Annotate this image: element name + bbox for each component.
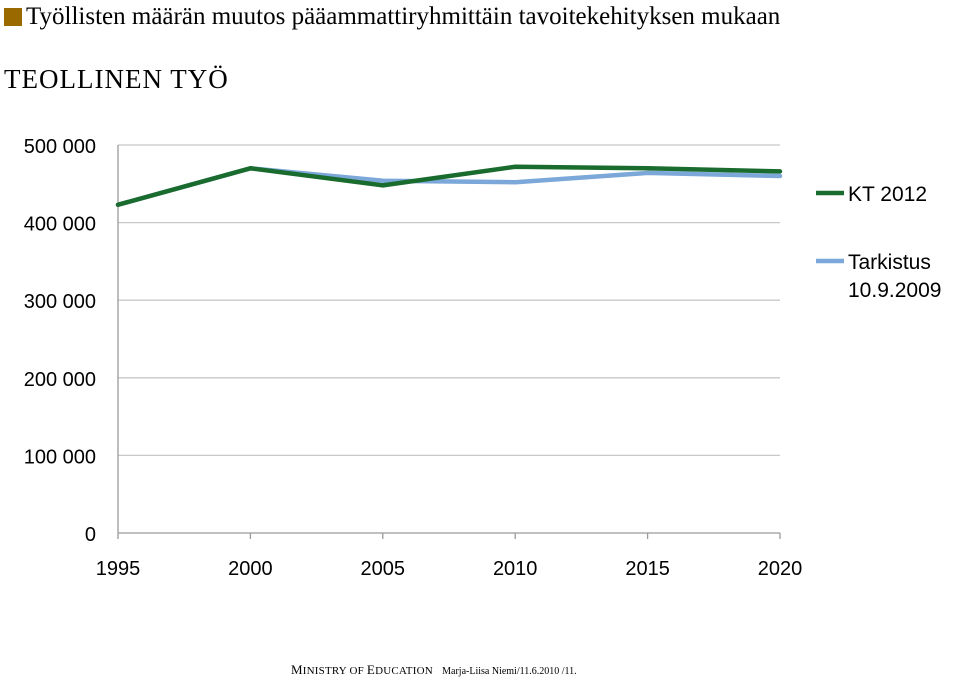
legend-label: KT 2012 bbox=[848, 183, 927, 206]
x-tick-label: 2010 bbox=[493, 558, 538, 580]
series-line-1 bbox=[115, 164, 783, 208]
y-tick-label: 100 000 bbox=[24, 446, 96, 468]
x-tick-label: 2020 bbox=[758, 558, 803, 580]
chart-legend: KT 2012 Tarkistus 10.9.2009 bbox=[816, 183, 941, 302]
page-subtitle: TEOLLINEN TYÖ bbox=[4, 64, 229, 94]
y-tick-label: 0 bbox=[85, 524, 96, 546]
series-line-2 bbox=[115, 166, 783, 208]
x-tick-label: 2005 bbox=[361, 558, 406, 580]
legend-label: 10.9.2009 bbox=[848, 279, 941, 302]
footer-author: Marja-Liisa Niemi/11.6.2010 /11. bbox=[442, 666, 577, 677]
chart-series bbox=[115, 164, 783, 208]
y-tick-label: 200 000 bbox=[24, 369, 96, 391]
footer: MINISTRY OF EDUCATION Marja-Liisa Niemi/… bbox=[291, 662, 577, 678]
footer-organization: MINISTRY OF EDUCATION bbox=[291, 662, 433, 677]
y-tick-label: 500 000 bbox=[24, 136, 96, 158]
legend-label: Tarkistus bbox=[848, 251, 931, 274]
x-axis-tick-labels: 1995 2000 2005 2010 2015 2020 bbox=[96, 558, 803, 580]
title-row: Työllisten määrän muutos pääammattiryhmi… bbox=[4, 2, 780, 32]
square-bullet-icon bbox=[4, 8, 22, 26]
chart-gridlines bbox=[117, 144, 781, 539]
page-title: Työllisten määrän muutos pääammattiryhmi… bbox=[26, 3, 781, 30]
line-chart: 0 100 000 200 000 300 000 400 000 500 000 199… bbox=[24, 136, 942, 580]
x-tick-label: 2015 bbox=[625, 558, 670, 580]
y-axis-tick-labels: 0 100 000 200 000 300 000 400 000 500 000 bbox=[24, 136, 96, 546]
y-tick-label: 400 000 bbox=[24, 214, 96, 236]
y-tick-label: 300 000 bbox=[24, 291, 96, 313]
x-tick-label: 2000 bbox=[228, 558, 273, 580]
x-tick-label: 1995 bbox=[96, 558, 141, 580]
